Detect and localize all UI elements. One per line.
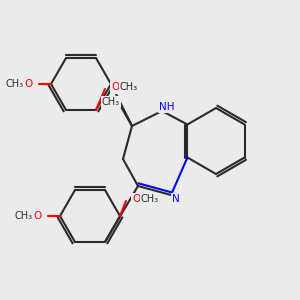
Text: O: O [132,194,141,205]
Text: O: O [111,82,120,92]
Text: NH: NH [159,101,174,112]
Text: CH₃: CH₃ [6,79,24,89]
Text: CH₃: CH₃ [102,97,120,107]
Text: O: O [33,211,42,221]
Text: CH₃: CH₃ [15,211,33,221]
Text: O: O [24,79,33,89]
Text: N: N [172,194,179,205]
Text: CH₃: CH₃ [141,194,159,205]
Text: CH₃: CH₃ [120,82,138,92]
